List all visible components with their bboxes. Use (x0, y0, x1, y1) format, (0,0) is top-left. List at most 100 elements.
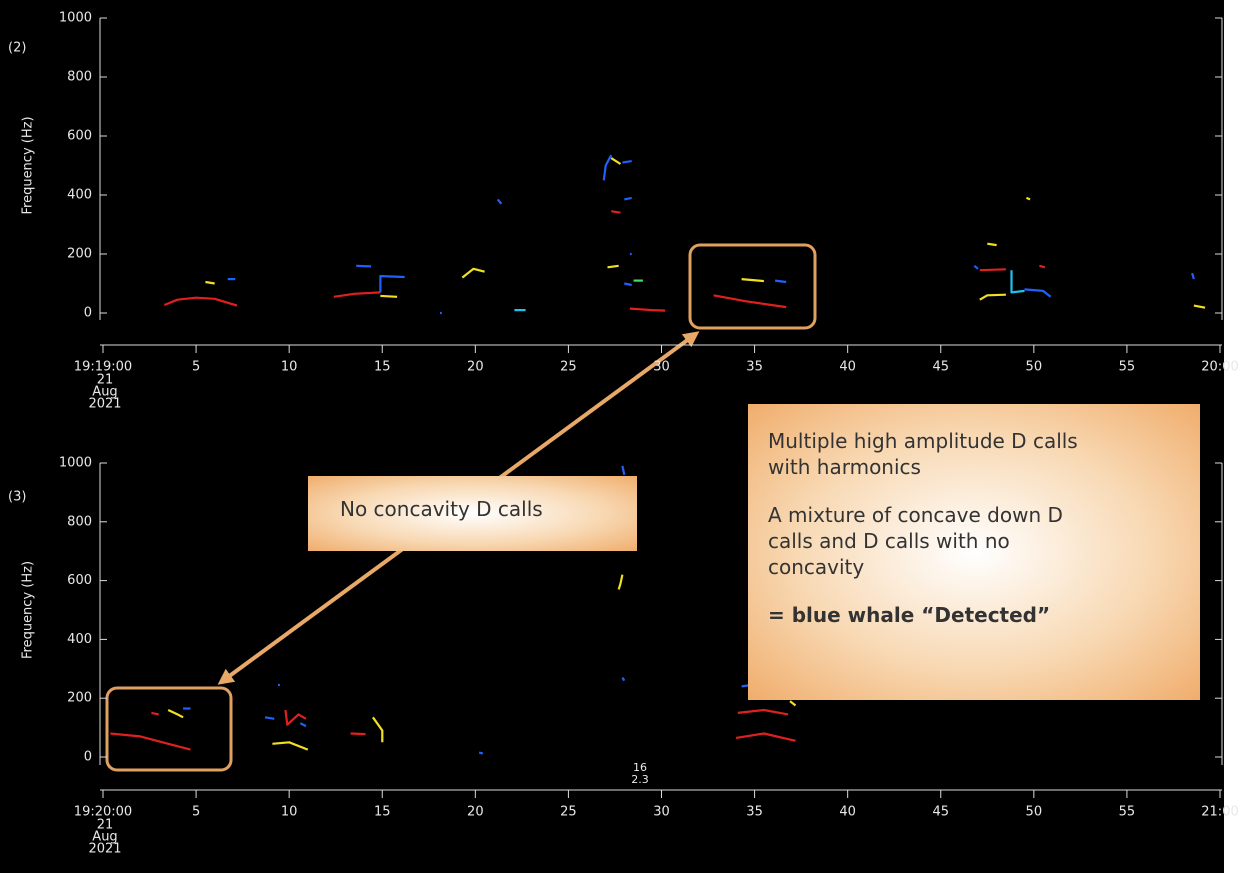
x-tick-label: 15 (374, 805, 391, 820)
y-tick-label: 800 (67, 514, 92, 529)
contour (624, 282, 632, 287)
y-tick-label: 200 (67, 247, 92, 262)
x-tick-label: 20 (467, 360, 484, 375)
x-tick-label: 19:20:00 (74, 805, 132, 820)
contour (973, 264, 979, 270)
date-label: 21 (97, 818, 114, 833)
x-tick-label: 45 (932, 360, 949, 375)
contour (1191, 272, 1195, 280)
highlight-box (105, 686, 233, 772)
marker-label: 2.3 (631, 773, 649, 786)
y-tick-label: 0 (84, 750, 92, 765)
x-tick-label: 55 (1119, 360, 1136, 375)
x-tick-label: 10 (281, 360, 298, 375)
x-tick-label: 35 (746, 805, 763, 820)
contour (167, 709, 184, 719)
contour (617, 574, 624, 590)
callout: No concavity D calls (308, 476, 637, 551)
contour (333, 291, 381, 298)
contour (610, 157, 622, 165)
contour (789, 700, 797, 707)
contour (629, 307, 666, 312)
contour (602, 154, 613, 181)
y-tick-label: 400 (67, 632, 92, 647)
contour (1039, 264, 1046, 269)
contour (1025, 196, 1031, 201)
contour (979, 268, 1006, 272)
contour (496, 198, 503, 205)
contour (461, 267, 485, 279)
y-axis-title: Frequency (Hz) (21, 116, 36, 214)
x-tick-label: 50 (1026, 805, 1043, 820)
contour (624, 196, 632, 201)
date-label: Aug (92, 830, 117, 845)
contour (379, 275, 405, 293)
x-tick-label: 50 (1026, 360, 1043, 375)
x-tick-label: 21:00 (1201, 805, 1238, 820)
contour (163, 296, 238, 307)
contour (478, 751, 484, 755)
x-tick-label: 5 (192, 805, 200, 820)
date-label: 2021 (88, 397, 121, 412)
x-tick-label: 20 (467, 805, 484, 820)
y-axis-title: Frequency (Hz) (21, 561, 36, 659)
y-tick-label: 200 (67, 691, 92, 706)
x-tick-label: 25 (560, 805, 577, 820)
callout-text: No concavity D calls (340, 497, 543, 521)
x-tick-label: 30 (653, 360, 670, 375)
callout-text: calls and D calls with no (768, 529, 1010, 553)
contour (611, 210, 621, 214)
y-tick-label: 0 (84, 306, 92, 321)
contour (713, 294, 787, 309)
date-label: 21 (97, 373, 114, 388)
panel-label: (2) (8, 41, 26, 56)
x-tick-label: 5 (192, 360, 200, 375)
x-tick-label: 40 (839, 360, 856, 375)
panel-label: (3) (8, 490, 26, 505)
highlight-box (688, 243, 817, 330)
contour (272, 741, 309, 751)
callout-text: concavity (768, 555, 865, 579)
y-tick-label: 1000 (59, 11, 92, 26)
marker-label: 16 (633, 761, 647, 774)
callout-text: with harmonics (768, 455, 921, 479)
x-tick-label: 40 (839, 805, 856, 820)
y-tick-label: 600 (67, 129, 92, 144)
callout-conclusion: = blue whale “Detected” (768, 603, 1051, 627)
x-tick-label: 25 (560, 360, 577, 375)
callout: Multiple high amplitude D calls with harm… (748, 404, 1200, 700)
contour (607, 264, 619, 269)
date-label: 2021 (88, 842, 121, 857)
x-tick-label: 45 (932, 805, 949, 820)
contour (621, 465, 626, 476)
contour (979, 293, 1006, 301)
y-tick-label: 1000 (59, 456, 92, 471)
x-tick-label: 19:19:00 (74, 360, 132, 375)
x-tick-label: 15 (374, 360, 391, 375)
x-tick-label: 10 (281, 805, 298, 820)
contour (987, 242, 997, 247)
x-tick-label: 55 (1119, 805, 1136, 820)
y-tick-label: 800 (67, 70, 92, 85)
contour (774, 279, 787, 284)
contour (264, 716, 275, 720)
contour (1193, 304, 1206, 309)
contour (622, 160, 632, 164)
contour (372, 716, 384, 743)
contour (284, 709, 307, 726)
y-tick-label: 400 (67, 188, 92, 203)
contour (380, 294, 398, 298)
contour (151, 711, 160, 716)
x-tick-label: 20:00 (1201, 360, 1238, 375)
x-tick-label: 30 (653, 805, 670, 820)
contour (621, 677, 626, 682)
contour (299, 722, 307, 728)
contour (350, 732, 366, 736)
contour (737, 708, 789, 716)
callout-text: A mixture of concave down D (768, 503, 1063, 527)
contour (205, 280, 215, 285)
y-tick-label: 600 (67, 573, 92, 588)
contour (735, 732, 796, 742)
contour (1010, 270, 1025, 294)
